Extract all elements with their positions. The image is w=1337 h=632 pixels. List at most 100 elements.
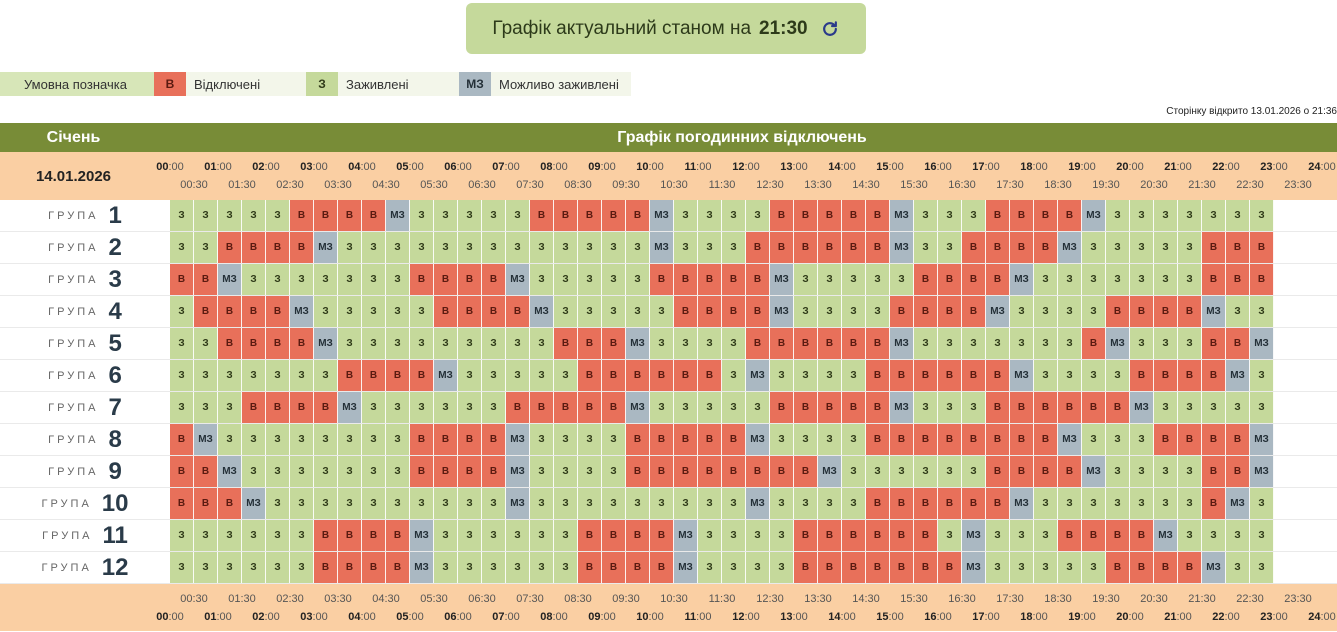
group-row: ГРУПА 7 З З З В В В В МЗ З З З З З З В В В В В МЗ З З З З З В В В В В МЗ… (0, 392, 1337, 424)
slot-cell: МЗ (986, 296, 1010, 327)
group-word: ГРУПА (41, 561, 92, 574)
group-word: ГРУПА (42, 529, 93, 542)
group-rows: ГРУПА 1 З З З З З В В В В МЗ З З З З З В В В В В МЗ З З З З В В В В В МЗ… (0, 200, 1337, 584)
slot-cell: В (962, 296, 986, 327)
slot-cell: МЗ (194, 424, 218, 455)
slot-cell: З (650, 392, 674, 423)
slot-cell: В (1130, 360, 1154, 391)
slot-cell: З (890, 456, 914, 487)
slot-cell: В (866, 552, 890, 583)
slot-cell: З (1178, 200, 1202, 231)
slot-cell: В (578, 328, 602, 359)
slot-cell: В (746, 232, 770, 263)
slot-cell: З (986, 520, 1010, 551)
bottom-hour-tick: 04:00 (348, 611, 376, 623)
slot-cell: З (674, 488, 698, 519)
refresh-icon[interactable] (820, 19, 840, 39)
slot-cell: В (938, 552, 962, 583)
top-half-hour-tick: 03:30 (324, 179, 352, 191)
slot-cell: З (602, 488, 626, 519)
slot-cell: В (362, 200, 386, 231)
slot-cell: В (914, 264, 938, 295)
slot-cell: З (1226, 552, 1250, 583)
outage-schedule-table: Січень Графік погодинних відключень 14.0… (0, 123, 1337, 631)
slot-cell: В (794, 392, 818, 423)
slot-cell: В (938, 488, 962, 519)
slot-cell: В (626, 456, 650, 487)
slot-cell: В (818, 232, 842, 263)
group-number: 6 (108, 361, 122, 389)
slot-cell: З (1034, 488, 1058, 519)
slot-cell: МЗ (314, 328, 338, 359)
slot-cell: З (242, 552, 266, 583)
slot-cell: МЗ (746, 488, 770, 519)
slot-cell: МЗ (1058, 424, 1082, 455)
slot-cell: З (410, 200, 434, 231)
slot-cell: В (338, 200, 362, 231)
slot-cell: З (1034, 360, 1058, 391)
slot-cell: В (458, 264, 482, 295)
banner-time: 21:30 (759, 17, 808, 39)
slot-cell: В (914, 360, 938, 391)
group-label: ГРУПА 1 (0, 200, 170, 231)
slot-cell: В (986, 488, 1010, 519)
slot-cell: З (458, 552, 482, 583)
slot-cell: В (602, 328, 626, 359)
slot-cell: З (482, 328, 506, 359)
top-hour-tick: 19:00 (1068, 161, 1096, 173)
slot-cell: В (1106, 552, 1130, 583)
slot-cell: З (770, 424, 794, 455)
slot-cell: З (1058, 360, 1082, 391)
slot-cell: З (266, 456, 290, 487)
slot-cell: МЗ (1082, 200, 1106, 231)
slot-cell: В (674, 360, 698, 391)
slot-cell: В (506, 392, 530, 423)
top-half-hour-tick: 17:30 (996, 179, 1024, 191)
slot-cell: З (1250, 392, 1274, 423)
slot-cell: В (698, 296, 722, 327)
slot-cell: В (770, 328, 794, 359)
page-opened-timestamp: Сторінку відкрито 13.01.2026 о 21:36 (1166, 106, 1337, 117)
slot-cell: В (218, 232, 242, 263)
slot-cell: З (962, 456, 986, 487)
bottom-hour-tick: 23:00 (1260, 611, 1288, 623)
slot-cell: З (1010, 520, 1034, 551)
slot-cell: З (674, 232, 698, 263)
slot-cell: В (866, 520, 890, 551)
slot-cell: З (794, 296, 818, 327)
slot-cell: З (386, 424, 410, 455)
top-hour-tick: 12:00 (732, 161, 760, 173)
slot-cell: З (386, 328, 410, 359)
slot-cell: В (1202, 456, 1226, 487)
slot-cell: З (1154, 264, 1178, 295)
slot-cell: З (1154, 392, 1178, 423)
slot-cell: В (290, 328, 314, 359)
slot-cell: В (1130, 520, 1154, 551)
slot-cell: В (914, 552, 938, 583)
slot-cell: В (842, 232, 866, 263)
slot-cell: В (458, 456, 482, 487)
slot-cell: В (770, 392, 794, 423)
top-hour-tick: 04:00 (348, 161, 376, 173)
slot-cell: З (242, 520, 266, 551)
slot-cell: В (170, 488, 194, 519)
slot-cell: В (938, 360, 962, 391)
slot-cell: З (602, 232, 626, 263)
slot-cell: МЗ (1250, 456, 1274, 487)
slot-cell: В (506, 296, 530, 327)
slot-cell: З (1010, 296, 1034, 327)
group-label: ГРУПА 6 (0, 360, 170, 391)
slot-cell: МЗ (314, 232, 338, 263)
slot-cell: З (434, 328, 458, 359)
slot-cell: В (674, 456, 698, 487)
group-word: ГРУПА (41, 497, 92, 510)
slot-cell: З (578, 488, 602, 519)
slot-cell: З (1250, 200, 1274, 231)
slot-cell: МЗ (506, 488, 530, 519)
slot-cell: З (1034, 552, 1058, 583)
schedule-refresh-banner[interactable]: Графік актуальний станом на 21:30 (466, 3, 866, 54)
top-half-hour-tick: 00:30 (180, 179, 208, 191)
slot-cell: З (602, 296, 626, 327)
bottom-hour-tick: 15:00 (876, 611, 904, 623)
slot-cell: З (482, 392, 506, 423)
